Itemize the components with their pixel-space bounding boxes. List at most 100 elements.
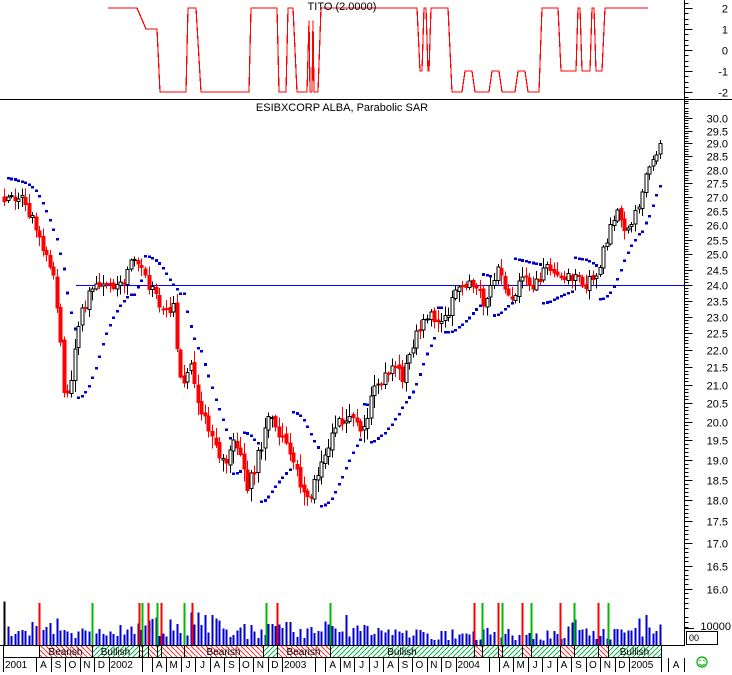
volume-bar: [451, 629, 454, 645]
candle-up: [457, 286, 462, 292]
tito-step-line: [108, 7, 648, 93]
volume-bar: [588, 635, 591, 645]
candle-up: [485, 298, 490, 308]
volume-bar: [327, 624, 330, 645]
trend-band-segment: [560, 645, 575, 658]
volume-bar: [3, 601, 6, 645]
sar-dot: [126, 295, 129, 299]
candle-up: [20, 195, 25, 199]
sar-dot: [602, 297, 605, 300]
tito-ytick-label: 1: [722, 25, 728, 37]
sar-dot: [77, 396, 80, 399]
price-ytick-label: 19.0: [707, 456, 728, 468]
volume-bar: [532, 639, 535, 645]
sar-dot: [35, 189, 38, 193]
volume-bar: [162, 633, 165, 645]
candle-down: [196, 384, 201, 403]
sar-dot: [310, 433, 313, 436]
candle-down: [178, 349, 183, 378]
candle-down: [400, 366, 405, 382]
sar-dot: [574, 256, 577, 260]
sar-dot: [313, 439, 316, 443]
candle-up: [76, 326, 81, 349]
candle-down: [291, 452, 296, 463]
sar-dot: [472, 312, 475, 315]
sar-dot: [345, 467, 348, 470]
price-ytick-label: 29.0: [707, 139, 728, 151]
sar-dot: [197, 347, 200, 350]
price-ytick-label: 25.0: [707, 250, 728, 262]
volume-bar: [398, 631, 401, 645]
sar-dot: [426, 352, 429, 356]
candle-down: [562, 276, 567, 281]
candle-down: [302, 484, 307, 493]
trend-band-segment: [3, 645, 40, 658]
volume-bar: [377, 628, 380, 645]
sar-dot: [274, 485, 277, 488]
sar-dot: [257, 441, 260, 445]
sar-dot: [468, 316, 471, 320]
sar-dot: [299, 414, 302, 418]
trend-band-label: Bullish: [620, 647, 649, 658]
volume-bar: [574, 619, 577, 645]
volume-bar: [176, 623, 179, 645]
sar-dot: [246, 432, 249, 435]
volume-bar: [74, 638, 77, 645]
candle-up: [6, 196, 11, 202]
volume-bar: [528, 633, 531, 645]
candle-up: [658, 143, 663, 155]
price-ytick-label: 20.5: [707, 399, 728, 411]
candle-up: [80, 307, 85, 326]
candle-down: [622, 218, 627, 231]
candle-up: [439, 321, 444, 324]
sar-dot: [119, 304, 122, 308]
candle-down: [351, 414, 356, 419]
sar-dot: [331, 497, 334, 500]
x-axis-label: S: [402, 660, 409, 671]
x-axis-label: N: [83, 660, 90, 671]
candle-down: [471, 280, 476, 288]
volume-bar: [123, 634, 126, 645]
volume-bar: [17, 631, 20, 645]
candle-up: [150, 286, 155, 291]
volume-bar: [482, 629, 485, 645]
x-axis-label: S: [55, 660, 62, 671]
volume-bar: [246, 639, 249, 645]
candle-down: [2, 196, 7, 202]
volume-bar: [659, 624, 662, 645]
x-axis-label: J: [200, 660, 205, 671]
volume-bar: [571, 622, 574, 645]
main-panel-title: ESIBXCORP ALBA, Parabolic SAR: [255, 102, 429, 114]
volume-bar: [370, 635, 373, 645]
candle-down: [432, 310, 437, 323]
trend-band-segment: [498, 645, 503, 658]
sar-dot: [391, 423, 394, 426]
sar-dot: [380, 434, 383, 438]
volume-bar: [380, 630, 383, 645]
sar-dot: [578, 257, 581, 260]
volume-bar: [560, 638, 563, 645]
candle-down: [460, 284, 465, 287]
candle-down: [62, 339, 67, 393]
volume-bar: [616, 629, 619, 645]
candle-up: [587, 276, 592, 291]
tito-ytick-label: 0: [722, 46, 728, 58]
candle-down: [358, 421, 363, 432]
candle-up: [421, 319, 426, 331]
trend-band-segment: [522, 645, 532, 658]
sar-dot: [401, 406, 404, 410]
candle-down: [252, 471, 257, 475]
sar-dot: [638, 233, 641, 236]
volume-bar: [59, 630, 62, 645]
sar-dot: [49, 218, 52, 222]
sar-dot: [24, 181, 27, 185]
volume-bar: [627, 630, 630, 645]
volume-bar: [634, 627, 637, 645]
volume-bar: [296, 636, 299, 645]
sar-dot: [623, 259, 626, 263]
x-axis-label: J: [359, 660, 364, 671]
candle-down: [436, 319, 441, 323]
candle-up: [390, 365, 395, 374]
sar-dot: [433, 337, 436, 340]
candle-up: [231, 439, 236, 452]
